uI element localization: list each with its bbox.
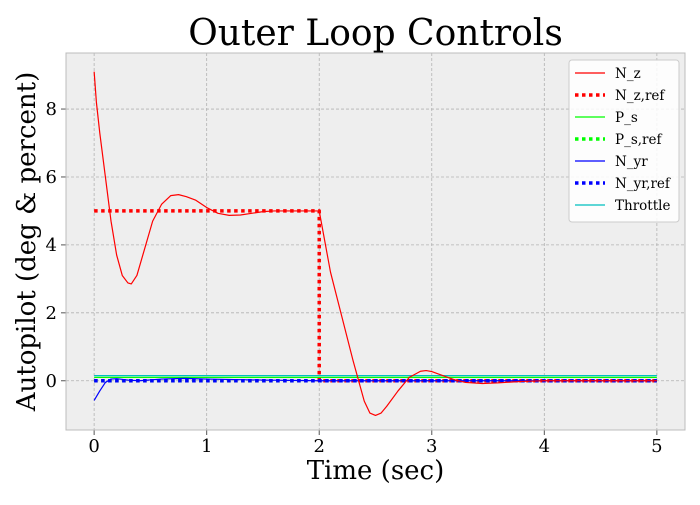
- legend-label-throttle: Throttle: [615, 198, 670, 214]
- y-tick-label: 2: [46, 303, 57, 324]
- y-tick-label: 4: [46, 235, 57, 256]
- legend: N_z N_z,ref P_s P_s,ref N_yr N_yr,ref Throttle: [568, 59, 680, 223]
- legend-label-n-yr-ref: N_yr,ref: [615, 176, 671, 192]
- legend-label-p-s: P_s: [615, 110, 638, 126]
- series-line-n-z-ref: [94, 209, 657, 383]
- ticks: 0 1 2 3 4 5 0 2 4 6 8: [46, 99, 663, 457]
- legend-label-n-z: N_z: [615, 66, 641, 82]
- plot-frame: [65, 52, 686, 431]
- x-tick-label: 4: [539, 436, 550, 457]
- x-tick-label: 2: [314, 436, 325, 457]
- series-line-n-z: [93, 71, 657, 416]
- y-tick-label: 6: [46, 167, 57, 188]
- x-tick-label: 3: [426, 436, 437, 457]
- y-axis-label: Autopilot (deg & percent): [12, 72, 42, 413]
- series-line-n-yr: [93, 377, 657, 401]
- y-tick-label: 0: [46, 371, 57, 392]
- chart-title: Outer Loop Controls: [188, 13, 563, 54]
- x-tick-label: 1: [201, 436, 212, 457]
- legend-label-p-s-ref: P_s,ref: [615, 132, 662, 148]
- x-axis-label: Time (sec): [307, 456, 445, 486]
- x-tick-label: 5: [651, 436, 662, 457]
- legend-label-n-z-ref: N_z,ref: [615, 88, 665, 104]
- y-tick-label: 8: [46, 99, 57, 120]
- series-layer: [93, 71, 657, 416]
- x-tick-label: 0: [88, 436, 99, 457]
- legend-label-n-yr: N_yr: [615, 154, 648, 170]
